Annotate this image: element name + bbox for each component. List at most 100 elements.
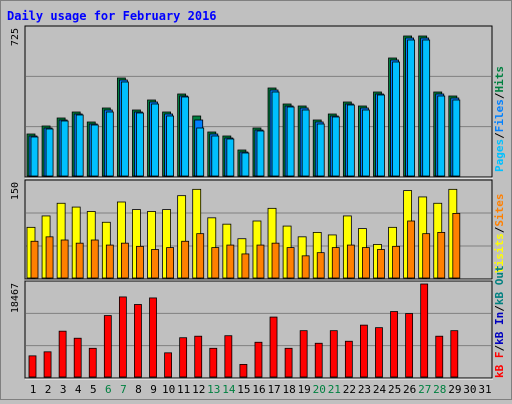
pages-bar [166,115,174,177]
pages-bar [226,138,235,177]
day-label: 3 [60,383,67,396]
top-panel-legend: Pages/Files/Hits [493,66,506,172]
pages-bar [392,61,400,177]
kb-f-bar [209,347,218,378]
sites-bar [256,244,265,279]
pages-bar [120,81,129,177]
middle-panel-ymax-label: 150 [10,182,21,200]
kb-f-bar [420,283,429,378]
kb-f-bar [224,335,233,378]
legend-entry: Files [493,99,506,132]
sites-bar [226,244,235,279]
kb-f-bar [134,304,142,378]
sites-bar [45,236,54,279]
legend-text: Visits/Sites [493,194,506,274]
day-label: 14 [222,383,236,396]
kb-f-bar [405,313,414,378]
sites-bar [377,249,385,279]
kb-f-bar [269,316,278,378]
bottom-panel-legend: kB F/kB In/kB Out [493,265,506,378]
legend-entry: / [493,92,506,99]
hits-files-pages-panel [24,25,493,179]
day-label: 11 [177,383,190,396]
legend-entry: Sites [493,194,506,227]
x-axis-day-labels: 1 2 3 4 5 6 7 8 9 10 11 12 13 14 15 16 17 18 19 20 21 22 23 24 2… [30,383,492,396]
day-label: 19 [298,383,311,396]
pages-bar [437,95,446,177]
sites-bar [75,242,84,279]
sites-bar [151,249,159,279]
day-label: 29 [448,383,461,396]
day-label: 6 [105,383,112,396]
sites-bar [316,252,325,279]
pages-bar [45,128,54,177]
day-label: 27 [418,383,431,396]
pages-bar [377,94,385,177]
sites-bar [241,253,250,279]
kb-f-bar [179,337,188,378]
day-label: 13 [207,383,220,396]
legend-entry: Visits [493,233,506,273]
bottom-panel-ymax-label: 18467 [10,283,21,313]
sites-bar [120,242,129,279]
sites-bar [181,240,190,279]
kb-f-bar [435,335,444,378]
sites-bar [362,247,370,279]
kb-f-bar [360,324,368,378]
kb-f-bar [314,342,323,378]
kb-f-bar [254,341,263,378]
pages-bar [256,130,265,177]
kb-f-bar [149,297,157,378]
day-label: 28 [433,383,446,396]
pages-bar [422,39,431,177]
kb-f-bar [28,355,37,378]
legend-entry: / [493,226,506,233]
pages-bar [286,106,295,177]
sites-bar [422,233,431,279]
pages-bar [30,136,39,177]
pages-bar [196,127,205,177]
legend-entry: Hits [493,66,506,93]
day-label: 30 [463,383,476,396]
sites-bar [452,212,461,279]
kb-f-bar [43,351,52,378]
sites-bar [271,242,280,279]
pages-bar [331,116,340,177]
pages-bar [181,96,190,177]
pages-bar [301,109,310,177]
pages-bar [452,99,461,177]
day-label: 8 [135,383,142,396]
day-label: 9 [150,383,157,396]
day-label: 20 [313,383,326,396]
day-label: 21 [328,383,341,396]
pages-bar [211,135,220,177]
sites-bar [60,239,69,279]
day-label: 25 [388,383,401,396]
sites-bar [30,240,39,279]
sites-bar [105,244,114,279]
pages-bar [362,109,370,177]
sites-bar [331,247,340,279]
sites-bar [90,239,99,279]
top-panel-ymax-label: 725 [10,28,21,46]
kb-f-bar [299,330,308,378]
legend-entry: / [493,345,506,352]
legend-entry: / [493,132,506,139]
kb-f-bar [58,330,67,378]
legend-text: Pages/Files/Hits [493,66,506,172]
pages-bar [316,123,325,177]
kb-f-bar [344,340,353,378]
sites-bar [136,245,144,279]
sites-bar [346,244,355,279]
visits-sites-panel [24,179,493,281]
day-label: 26 [403,383,416,396]
sites-bar [437,231,446,279]
kb-f-bar [390,311,398,378]
legend-entry: kB In [493,312,506,345]
pages-bar [151,103,159,177]
day-label: 1 [30,383,37,396]
day-label: 4 [75,383,82,396]
middle-panel-legend: Visits/Sites [493,194,506,274]
